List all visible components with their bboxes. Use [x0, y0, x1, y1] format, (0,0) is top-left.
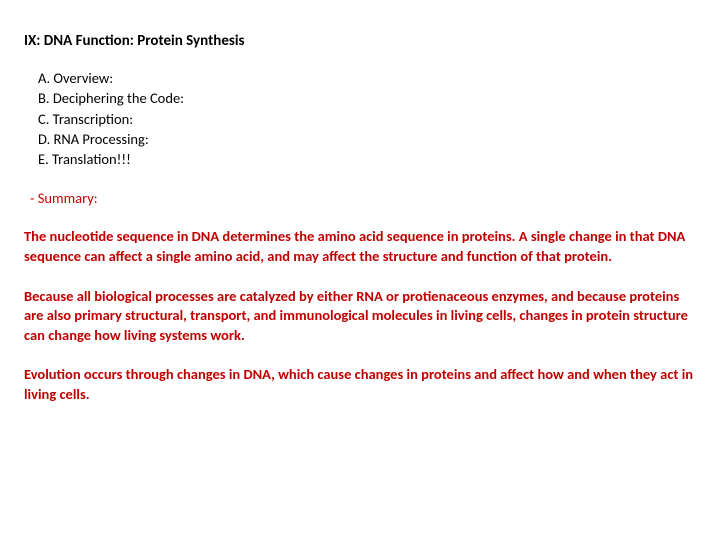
outline-item-a: A. Overview: — [38, 68, 696, 88]
outline-list: A. Overview: B. Deciphering the Code: C.… — [24, 68, 696, 169]
outline-item-b: B. Deciphering the Code: — [38, 88, 696, 108]
summary-paragraph-3: Evolution occurs through changes in DNA,… — [24, 365, 696, 404]
outline-item-c: C. Transcription: — [38, 109, 696, 129]
summary-paragraph-1: The nucleotide sequence in DNA determine… — [24, 227, 696, 266]
summary-paragraph-2: Because all biological processes are cat… — [24, 287, 696, 346]
outline-item-e: E. Translation!!! — [38, 149, 696, 169]
outline-item-d: D. RNA Processing: — [38, 129, 696, 149]
summary-label: - Summary: — [24, 189, 696, 207]
section-title: IX: DNA Function: Protein Synthesis — [24, 32, 696, 50]
